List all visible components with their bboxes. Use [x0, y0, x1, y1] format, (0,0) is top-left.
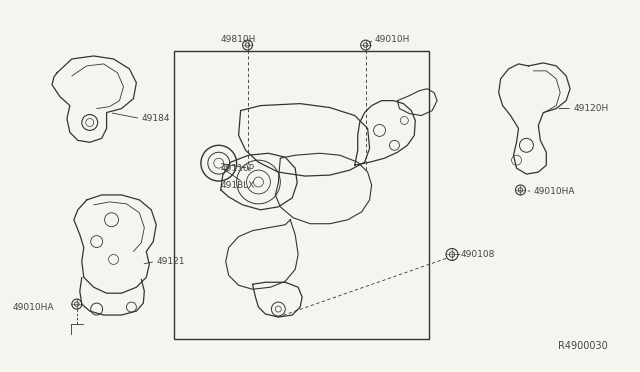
Text: 49120H: 49120H — [573, 104, 609, 113]
Text: 491BLX: 491BLX — [221, 180, 255, 189]
Text: 49010HA: 49010HA — [12, 302, 54, 312]
Bar — [174, 51, 429, 339]
Text: 49121: 49121 — [156, 257, 185, 266]
Text: 49010H: 49010H — [374, 35, 410, 44]
Text: 490108: 490108 — [461, 250, 495, 259]
Text: 49110P: 49110P — [221, 164, 255, 173]
Text: 49184: 49184 — [141, 114, 170, 123]
Text: 49810H: 49810H — [221, 35, 256, 44]
Text: R4900030: R4900030 — [558, 341, 608, 351]
Text: 49010HA: 49010HA — [533, 187, 575, 196]
